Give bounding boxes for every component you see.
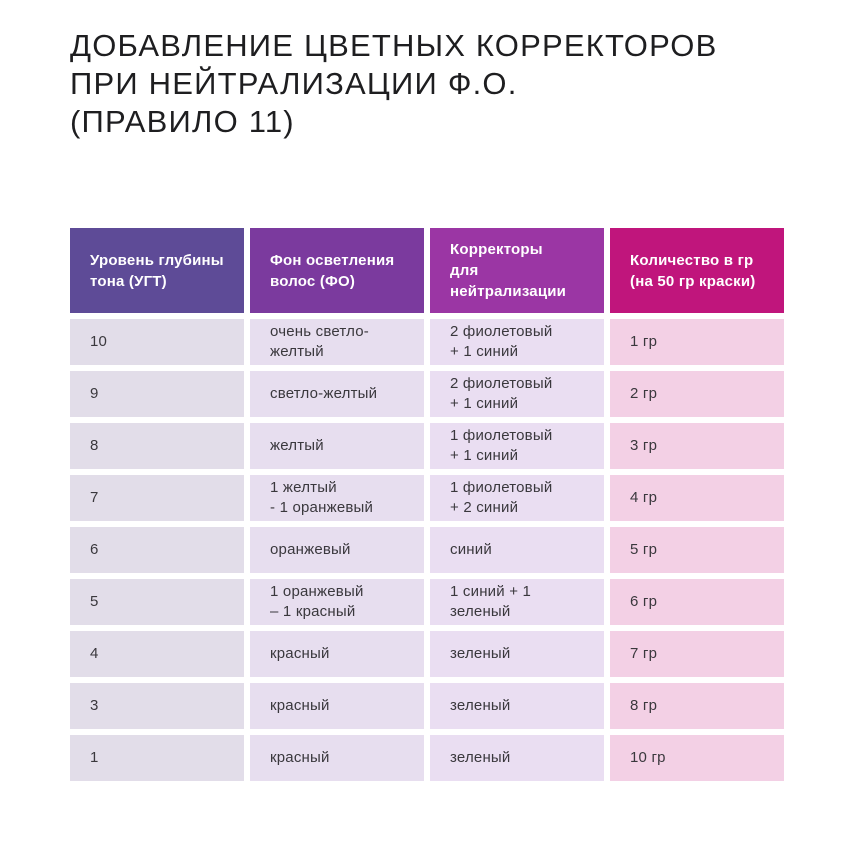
cell-ugt: 8 bbox=[70, 423, 244, 469]
cell-amount: 2 гр bbox=[610, 371, 784, 417]
cell-fon: желтый bbox=[250, 423, 424, 469]
cell-corrector: 2 фиолетовый + 1 синий bbox=[430, 319, 604, 365]
column-header-ugt: Уровень глубины тона (УГТ) bbox=[70, 228, 244, 313]
column-header-fon: Фон осветления волос (ФО) bbox=[250, 228, 424, 313]
column-header-amount: Количество в гр (на 50 гр краски) bbox=[610, 228, 784, 313]
cell-ugt: 4 bbox=[70, 631, 244, 677]
cell-ugt: 7 bbox=[70, 475, 244, 521]
cell-corrector: зеленый bbox=[430, 631, 604, 677]
cell-amount: 5 гр bbox=[610, 527, 784, 573]
correctors-table: Уровень глубины тона (УГТ) Фон осветлени… bbox=[70, 228, 784, 781]
cell-amount: 3 гр bbox=[610, 423, 784, 469]
cell-fon: красный bbox=[250, 631, 424, 677]
cell-amount: 8 гр bbox=[610, 683, 784, 729]
cell-fon: красный bbox=[250, 683, 424, 729]
cell-fon: светло-желтый bbox=[250, 371, 424, 417]
cell-amount: 10 гр bbox=[610, 735, 784, 781]
cell-ugt: 10 bbox=[70, 319, 244, 365]
cell-corrector: зеленый bbox=[430, 735, 604, 781]
column-header-corrector: Корректоры для нейтрализации bbox=[430, 228, 604, 313]
cell-fon: красный bbox=[250, 735, 424, 781]
cell-ugt: 3 bbox=[70, 683, 244, 729]
cell-corrector: зеленый bbox=[430, 683, 604, 729]
cell-corrector: синий bbox=[430, 527, 604, 573]
cell-ugt: 6 bbox=[70, 527, 244, 573]
cell-corrector: 1 фиолетовый + 2 синий bbox=[430, 475, 604, 521]
cell-ugt: 5 bbox=[70, 579, 244, 625]
cell-amount: 4 гр bbox=[610, 475, 784, 521]
cell-fon: 1 оранжевый – 1 красный bbox=[250, 579, 424, 625]
cell-fon: 1 желтый - 1 оранжевый bbox=[250, 475, 424, 521]
cell-fon: очень светло-желтый bbox=[250, 319, 424, 365]
cell-corrector: 2 фиолетовый + 1 синий bbox=[430, 371, 604, 417]
cell-fon: оранжевый bbox=[250, 527, 424, 573]
page-title: ДОБАВЛЕНИЕ ЦВЕТНЫХ КОРРЕКТОРОВ ПРИ НЕЙТР… bbox=[70, 28, 718, 139]
cell-amount: 6 гр bbox=[610, 579, 784, 625]
cell-corrector: 1 синий + 1 зеленый bbox=[430, 579, 604, 625]
cell-amount: 1 гр bbox=[610, 319, 784, 365]
cell-corrector: 1 фиолетовый + 1 синий bbox=[430, 423, 604, 469]
cell-ugt: 9 bbox=[70, 371, 244, 417]
cell-amount: 7 гр bbox=[610, 631, 784, 677]
cell-ugt: 1 bbox=[70, 735, 244, 781]
